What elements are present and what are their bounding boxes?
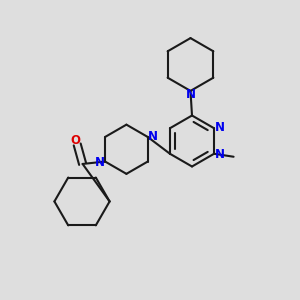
Text: N: N	[215, 148, 225, 161]
Text: N: N	[215, 121, 225, 134]
Text: O: O	[71, 134, 81, 147]
Text: N: N	[148, 130, 158, 142]
Text: N: N	[95, 156, 105, 169]
Text: N: N	[185, 88, 196, 101]
